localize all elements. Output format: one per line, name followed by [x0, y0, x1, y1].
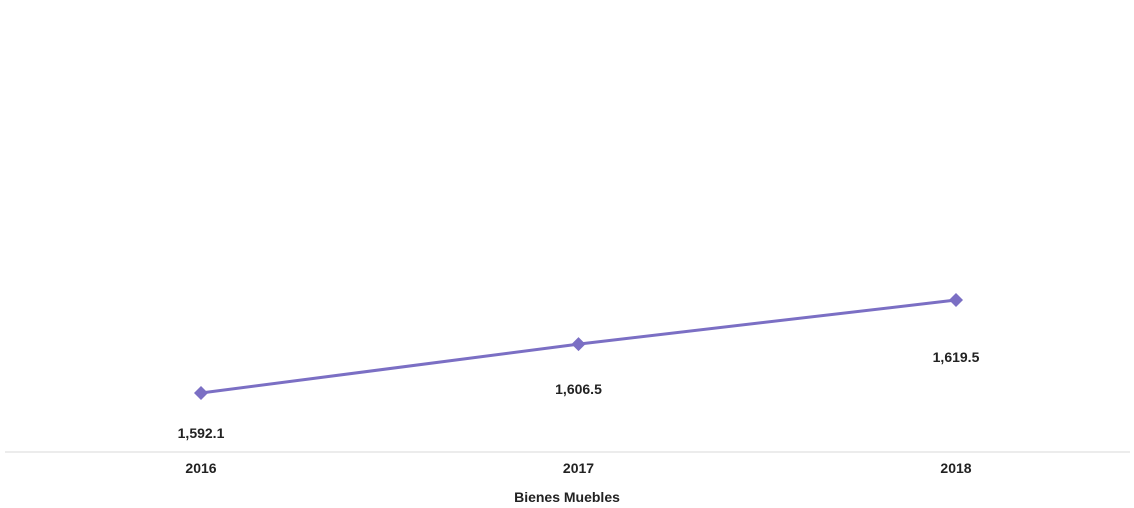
x-tick-2018: 2018	[940, 460, 971, 476]
data-label-2018: 1,619.5	[933, 349, 980, 365]
x-tick-labels: 2016 2017 2018	[185, 460, 971, 476]
data-point-2018	[949, 293, 963, 307]
x-axis-title: Bienes Muebles	[514, 489, 620, 505]
x-tick-2016: 2016	[185, 460, 216, 476]
data-label-2016: 1,592.1	[178, 425, 225, 441]
data-label-2017: 1,606.5	[555, 381, 602, 397]
data-point-2016	[194, 386, 208, 400]
series-layer: 1,592.1 1,606.5 1,619.5	[178, 293, 980, 441]
x-tick-2017: 2017	[563, 460, 594, 476]
data-point-2017	[571, 337, 586, 352]
